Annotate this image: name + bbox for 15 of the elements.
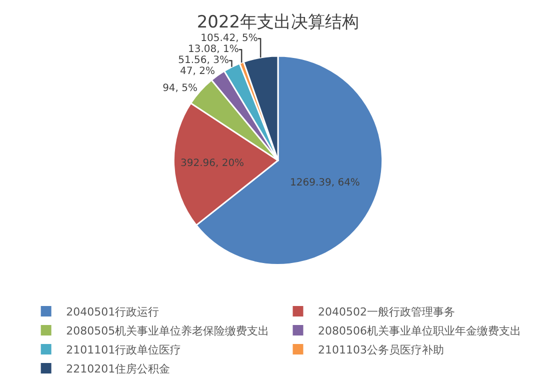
data-label: 47, 2%	[180, 66, 215, 78]
legend-label: 2210201住房公积金	[66, 362, 170, 376]
data-label: 105.42, 5%	[200, 33, 258, 44]
legend-label: 2080506机关事业单位职业年金缴费支出	[318, 324, 521, 338]
legend-label: 2101103公务员医疗补助	[318, 344, 444, 357]
legend-label: 2101101行政单位医疗	[66, 344, 182, 357]
data-label: 392.96, 20%	[180, 158, 244, 169]
legend-label: 2040501行政运行	[66, 306, 160, 319]
data-label: 1269.39, 64%	[290, 178, 360, 189]
data-label: 51.56, 3%	[178, 55, 229, 66]
legend-label: 2040502一般行政管理事务	[318, 306, 455, 319]
data-label: 94, 5%	[162, 82, 198, 94]
legend-label: 2080505机关事业单位养老保险缴费支出	[66, 324, 270, 338]
data-label: 13.08, 1%	[188, 44, 239, 56]
chart-title: 2022年支出决算结构	[196, 12, 360, 32]
